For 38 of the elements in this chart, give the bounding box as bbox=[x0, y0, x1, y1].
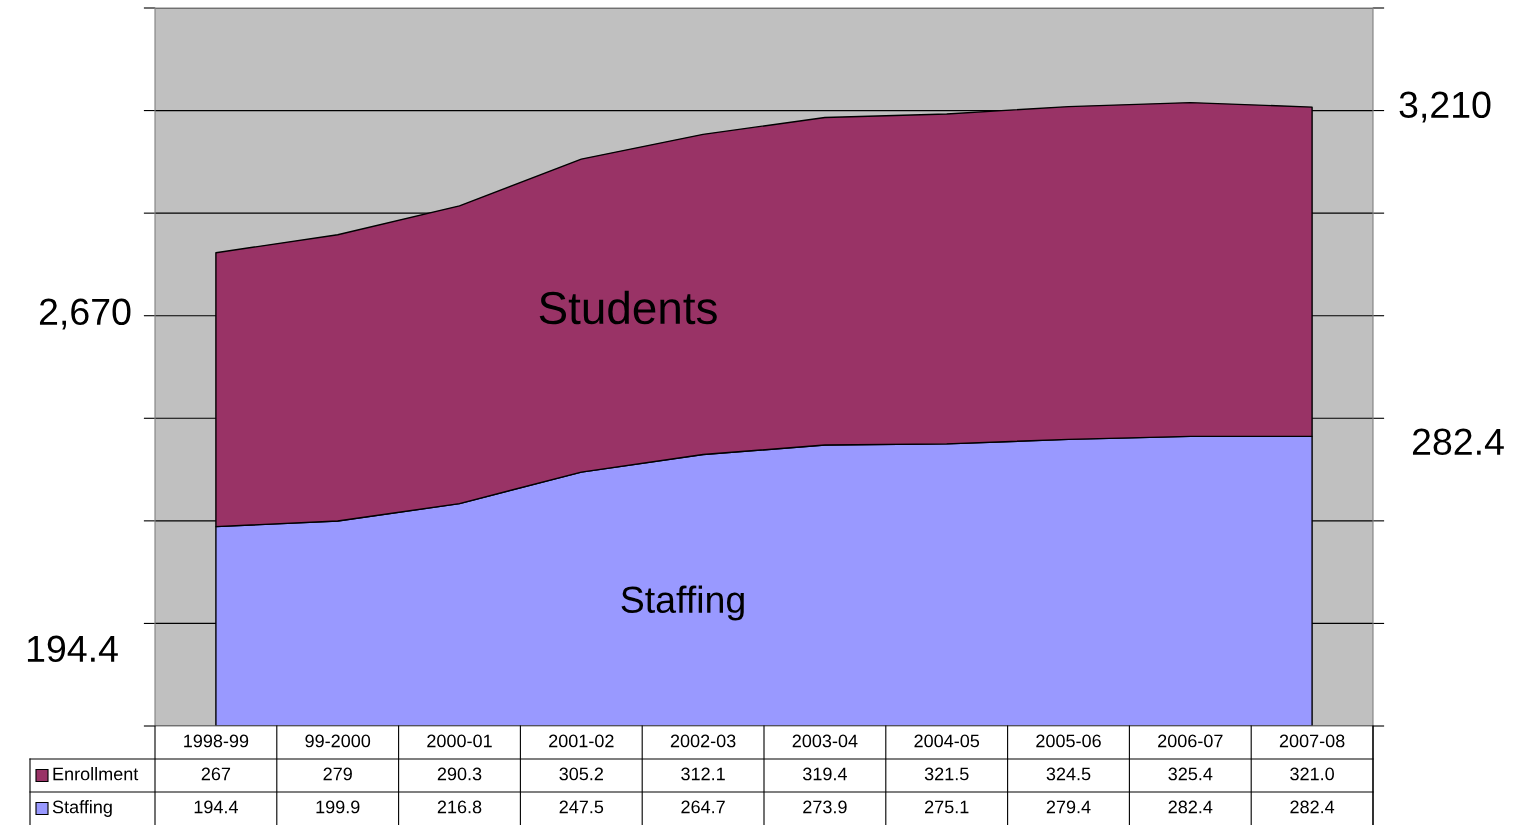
data-label: 273.9 bbox=[803, 800, 847, 814]
data-label: 325.4 bbox=[1168, 767, 1213, 781]
x-tick-label: 2007-08 bbox=[1279, 734, 1345, 748]
data-label: 216.8 bbox=[437, 800, 482, 814]
data-label: 199.9 bbox=[316, 800, 360, 814]
legend-label: Staffing bbox=[52, 800, 112, 817]
data-label: 321.5 bbox=[924, 767, 969, 781]
data-label: 312.1 bbox=[681, 767, 725, 781]
text: 282.4 bbox=[1412, 428, 1504, 456]
data-label: 305.2 bbox=[559, 767, 603, 781]
text: 2,670 bbox=[39, 298, 131, 330]
x-tick-label: 2004-05 bbox=[914, 734, 980, 748]
text: 194.4 bbox=[27, 635, 118, 663]
data-label: 324.5 bbox=[1046, 767, 1091, 781]
data-label: 319.4 bbox=[803, 767, 847, 781]
annotation: Students bbox=[539, 290, 717, 325]
annotation: Staffing bbox=[621, 585, 744, 621]
data-label: 267 bbox=[201, 767, 231, 781]
data-label: 282.4 bbox=[1290, 800, 1335, 814]
data-label: 279 bbox=[323, 767, 352, 781]
x-tick-label: 2005-06 bbox=[1036, 734, 1101, 748]
legend-label: Enrollment bbox=[53, 767, 139, 781]
x-tick-label: 2001-02 bbox=[549, 734, 614, 748]
data-label: 279.4 bbox=[1046, 800, 1091, 814]
data-label: 194.4 bbox=[194, 800, 238, 814]
x-tick-label: 2002-03 bbox=[670, 734, 736, 748]
x-tick-label: 2000-01 bbox=[427, 734, 492, 748]
data-label: 264.7 bbox=[681, 800, 725, 814]
text: 3,210 bbox=[1399, 91, 1491, 123]
x-tick-label: 99-2000 bbox=[305, 734, 371, 748]
data-label: 321.0 bbox=[1290, 767, 1334, 781]
data-label: 290.3 bbox=[437, 767, 482, 781]
x-tick-label: 2003-04 bbox=[792, 734, 858, 748]
data-label: 247.5 bbox=[559, 800, 604, 814]
x-tick-label: 2006-07 bbox=[1158, 734, 1223, 748]
data-label: 282.4 bbox=[1168, 800, 1213, 814]
x-tick-label: 1998-99 bbox=[184, 734, 249, 748]
data-label: 275.1 bbox=[925, 800, 969, 814]
